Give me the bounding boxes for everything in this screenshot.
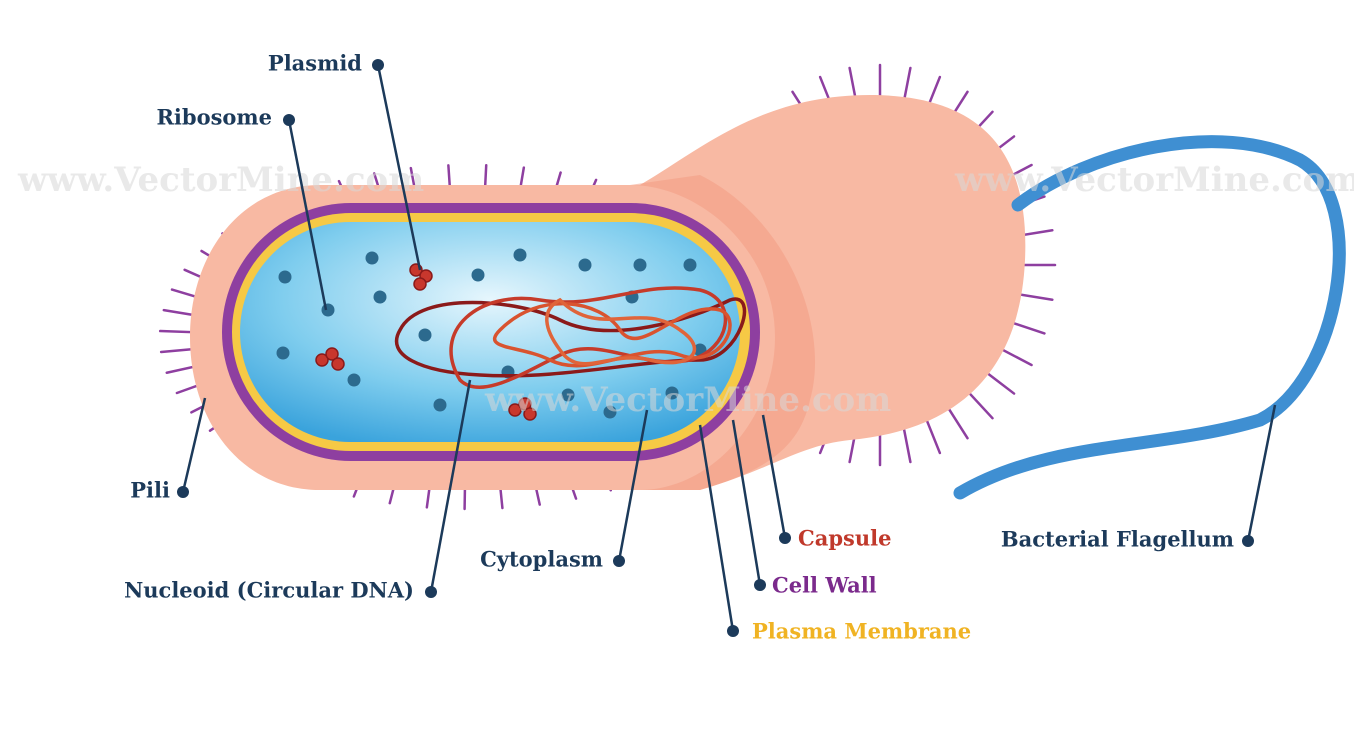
ribosome: [347, 373, 361, 387]
ribosome: [433, 398, 447, 412]
plasmid: [315, 263, 537, 421]
label: Plasmid: [268, 51, 362, 76]
ribosome: [603, 405, 617, 419]
capsule-shade: [630, 175, 816, 490]
cytoplasm: [240, 222, 740, 442]
label: Plasma Membrane: [752, 619, 971, 644]
leader-lines: [181, 64, 1277, 632]
ribosome: [276, 346, 290, 360]
ribosome: [513, 248, 527, 262]
label: Bacterial Flagellum: [1001, 527, 1234, 552]
watermark: www.VectorMine.com: [17, 160, 424, 200]
ribosome: [665, 386, 679, 400]
ribosome: [683, 258, 697, 272]
watermark: www.VectorMine.com: [954, 160, 1354, 200]
label: Capsule: [798, 526, 891, 551]
ribosome: [418, 328, 432, 342]
ribosome: [321, 303, 335, 317]
label: Cytoplasm: [480, 547, 603, 572]
ribosome: [578, 258, 592, 272]
ribosome: [471, 268, 485, 282]
ribosome: [365, 251, 379, 265]
label: Ribosome: [156, 105, 272, 130]
nucleoid: [394, 286, 747, 390]
ribosome: [278, 270, 292, 284]
label: Pili: [130, 478, 170, 503]
ribosome: [561, 388, 575, 402]
ribosome: [633, 258, 647, 272]
label: Cell Wall: [772, 573, 877, 598]
ribosome: [373, 290, 387, 304]
label: Nucleoid (Circular DNA): [124, 578, 414, 603]
leader-dots: [177, 59, 1254, 637]
watermark: www.VectorMine.com: [484, 380, 891, 420]
flagellum: [953, 135, 1346, 500]
